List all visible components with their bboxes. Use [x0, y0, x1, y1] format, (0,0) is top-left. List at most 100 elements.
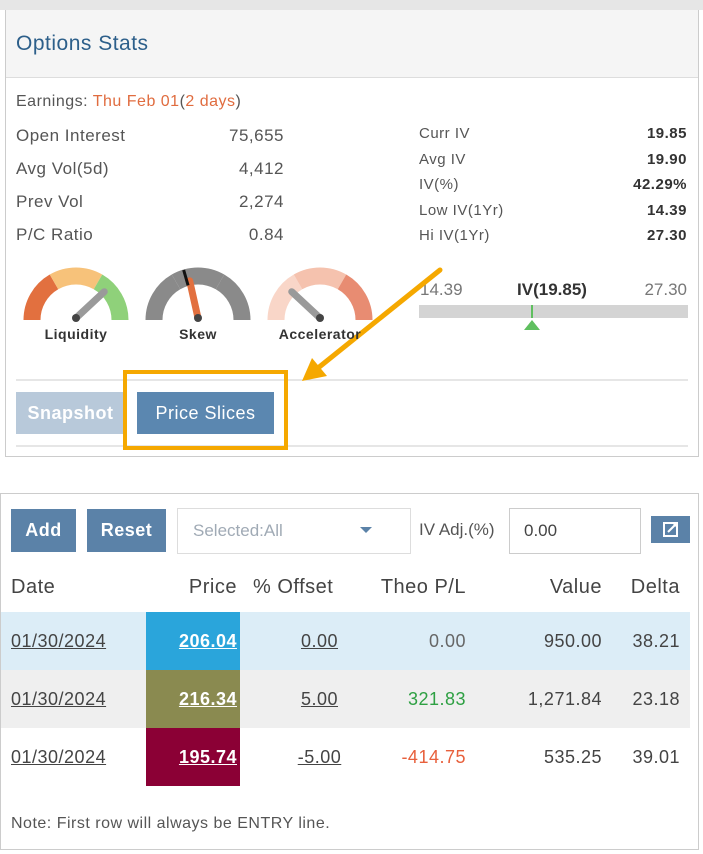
column-header: Date	[11, 576, 56, 598]
gauge-label: Accelerator	[278, 326, 362, 342]
gauge-arc	[337, 274, 373, 321]
iv-pointer	[524, 320, 540, 330]
table-row: 01/30/2024 195.74 -5.00 -414.75 535.25 39.01	[1, 728, 690, 786]
column-header: Delta	[630, 576, 680, 598]
cell: 0.00	[428, 631, 466, 651]
tab-button[interactable]: Snapshot	[16, 392, 125, 434]
iv-label: Avg IV	[419, 150, 466, 168]
cell: 38.21	[632, 631, 680, 651]
iv-adj-input[interactable]: 0.00	[509, 508, 641, 554]
paren: (	[179, 93, 186, 110]
input-value: 0.00	[524, 521, 558, 540]
gauge-arc	[293, 267, 347, 290]
gauge-arc	[145, 274, 181, 321]
iv-current: IV(19.85)	[517, 280, 587, 299]
cell: -414.75	[401, 747, 466, 767]
link-cell[interactable]: 01/30/2024	[11, 689, 107, 709]
link-cell[interactable]: -5.00	[297, 747, 342, 767]
price-bg	[146, 728, 240, 786]
gauge-tick	[182, 269, 190, 286]
iv-high: 27.30	[644, 280, 687, 299]
gauge-arc	[171, 267, 225, 290]
column-header: % Offset	[253, 576, 334, 598]
stat-value: 75,655	[229, 126, 284, 145]
column-header: Price	[188, 576, 237, 598]
earnings-date: Thu Feb 01	[92, 93, 180, 110]
cell: 23.18	[632, 689, 680, 709]
iv-low: 14.39	[420, 280, 463, 299]
arrow-head	[302, 358, 327, 381]
stat-label: P/C Ratio	[16, 225, 94, 244]
stat-value: 0.84	[248, 225, 284, 244]
iv-label: Hi IV(1Yr)	[419, 227, 490, 244]
stat-label: Prev Vol	[16, 192, 84, 211]
gauge-label: Liquidity	[44, 326, 108, 342]
export-icon	[663, 522, 678, 537]
gauge-arc	[23, 274, 59, 321]
price-link[interactable]: 216.34	[178, 689, 237, 709]
earnings: Earnings: Thu Feb 01(2 days)	[16, 93, 241, 111]
cell: 535.25	[543, 747, 602, 767]
earnings-days: 2 days	[185, 93, 236, 110]
gauge-hub	[316, 314, 324, 322]
link-cell[interactable]: 0.00	[300, 631, 339, 651]
table-row: 01/30/2024 216.34 5.00 321.83 1,271.84 23.18	[1, 670, 690, 728]
link-cell[interactable]: 01/30/2024	[11, 747, 107, 767]
caret	[360, 527, 372, 533]
iv-value: 14.39	[646, 201, 687, 219]
slices-panel	[0, 493, 699, 850]
iv-adj-label: IV Adj.(%)	[419, 520, 495, 539]
iv-value: 19.85	[646, 125, 687, 142]
earnings-label: Earnings:	[16, 93, 89, 110]
iv-value: 27.30	[646, 227, 687, 244]
column-header: Theo P/L	[380, 576, 466, 598]
gauge-hub	[72, 314, 80, 322]
stat-value: 2,274	[238, 192, 284, 211]
price-bg	[146, 612, 240, 670]
link-cell[interactable]: 5.00	[300, 689, 339, 709]
iv-label: Curr IV	[419, 125, 471, 142]
panel-header	[6, 10, 698, 78]
column-header: Value	[549, 576, 602, 598]
iv-label: IV(%)	[419, 176, 459, 193]
gauge-hub	[194, 314, 202, 322]
gauge-arc	[93, 274, 129, 321]
panel-title: Options Stats	[16, 32, 149, 55]
reset-button[interactable]: Reset	[87, 509, 166, 552]
stat-label: Open Interest	[16, 126, 126, 145]
cell: 39.01	[632, 747, 680, 767]
add-button[interactable]: Add	[11, 509, 76, 552]
top-strip	[0, 0, 703, 10]
iv-bar	[419, 305, 688, 318]
iv-label: Low IV(1Yr)	[419, 201, 504, 219]
iv-value: 42.29%	[633, 176, 687, 193]
highlight-box	[123, 370, 288, 450]
gauge-arc	[215, 274, 251, 321]
tab-button[interactable]: Price Slices	[137, 392, 274, 434]
export-button[interactable]	[651, 516, 690, 543]
select[interactable]: Selected:All	[177, 508, 411, 554]
stat-label: Avg Vol(5d)	[16, 159, 110, 178]
stat-value: 4,412	[238, 159, 284, 178]
table-row: 01/30/2024 206.04 0.00 0.00 950.00 38.21	[1, 612, 690, 670]
arrow-shaft	[315, 267, 443, 371]
select-text: Selected:All	[193, 521, 283, 540]
gauge-arc	[267, 274, 303, 321]
cell: 321.83	[407, 689, 466, 709]
gauge-arc	[49, 267, 103, 290]
price-link[interactable]: 206.04	[178, 631, 237, 651]
cell: 950.00	[543, 631, 602, 651]
iv-value: 19.90	[646, 150, 687, 168]
gauge-needle	[72, 288, 108, 322]
stats-panel	[5, 10, 699, 457]
price-link[interactable]: 195.74	[178, 747, 237, 767]
cell: 1,271.84	[527, 689, 602, 709]
gauge-needle	[288, 288, 324, 322]
gauge-label: Skew	[179, 326, 217, 342]
annotation	[123, 267, 443, 450]
graphics	[16, 267, 688, 447]
paren: )	[235, 93, 242, 110]
price-bg	[146, 670, 240, 728]
link-cell[interactable]: 01/30/2024	[11, 631, 107, 651]
